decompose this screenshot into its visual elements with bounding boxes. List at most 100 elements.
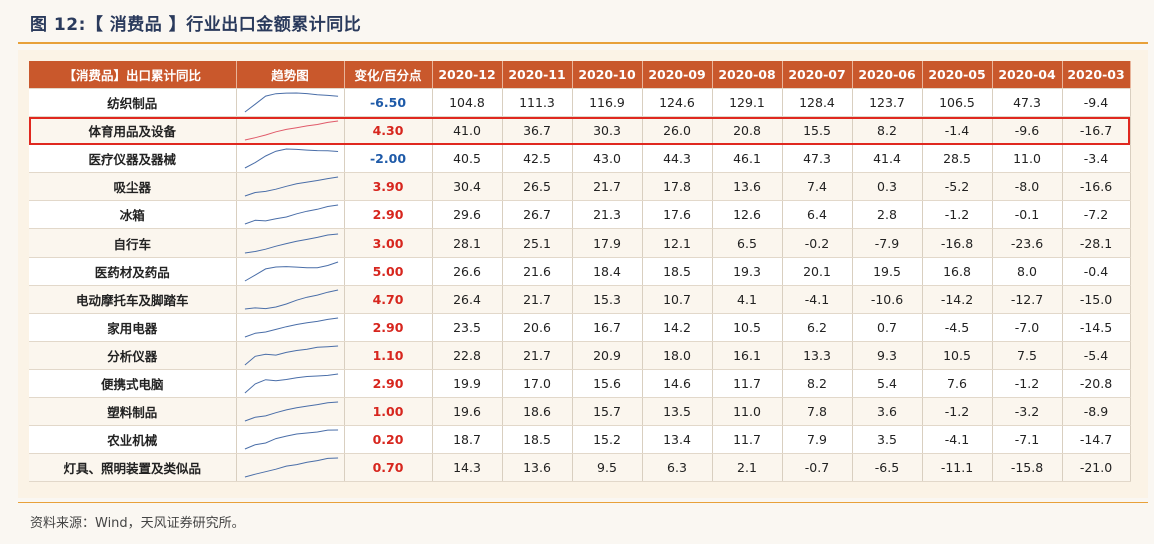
row-month-value: 16.8 (922, 257, 993, 286)
row-month-value: -9.4 (1062, 88, 1131, 118)
row-category-name: 自行车 (29, 228, 237, 258)
row-month-value: -28.1 (1062, 228, 1131, 258)
row-month-value: 11.7 (712, 369, 783, 399)
row-category-name: 便携式电脑 (29, 369, 237, 399)
row-change-value: -6.50 (344, 88, 433, 118)
sparkline-line (244, 92, 338, 113)
sparkline-line (244, 148, 338, 169)
row-month-value: 9.5 (572, 453, 643, 483)
row-month-value: 15.2 (572, 425, 643, 455)
row-month-value: -4.1 (782, 285, 853, 314)
table-row: 医疗仪器及器械 -2.00 40.5 42.5 43.0 44.3 46.1 47.3 41.4… (29, 144, 1131, 174)
row-month-value: 2.8 (852, 200, 923, 230)
row-month-value: -23.6 (992, 228, 1063, 258)
row-month-value: 8.2 (782, 369, 853, 399)
row-trend-sparkline (236, 257, 345, 286)
row-month-value: 20.9 (572, 341, 643, 370)
table-row: 自行车 3.00 28.1 25.1 17.9 12.1 6.5 -0.2 -7.9 -16.8-… (29, 228, 1131, 258)
row-month-value: 20.8 (712, 116, 783, 146)
table-row: 灯具、照明装置及类似品 0.70 14.3 13.6 9.5 6.3 2.1 -0.7 -6.5… (29, 453, 1131, 483)
row-month-value: 7.9 (782, 425, 853, 455)
row-month-value: 106.5 (922, 88, 993, 118)
table-row: 分析仪器 1.10 22.8 21.7 20.9 18.0 16.1 13.3 9.3 10.5 7… (29, 341, 1131, 370)
row-change-value: 3.90 (344, 172, 433, 202)
row-month-value: 17.9 (572, 228, 643, 258)
row-trend-sparkline (236, 453, 345, 483)
row-month-value: 13.6 (712, 172, 783, 202)
header-month: 2020-11 (502, 61, 573, 89)
row-month-value: 10.7 (642, 285, 713, 314)
row-month-value: 41.4 (852, 144, 923, 174)
row-month-value: 40.5 (432, 144, 503, 174)
row-month-value: 2.1 (712, 453, 783, 483)
table-row: 便携式电脑 2.90 19.9 17.0 15.6 14.6 11.7 8.2 5.4 7.6 -1… (29, 369, 1131, 399)
row-month-value: 30.4 (432, 172, 503, 202)
row-month-value: 47.3 (782, 144, 853, 174)
row-change-value: 2.90 (344, 369, 433, 399)
row-month-value: 22.8 (432, 341, 503, 370)
row-month-value: -15.8 (992, 453, 1063, 483)
sparkline-line (244, 204, 338, 225)
row-month-value: 28.1 (432, 228, 503, 258)
row-month-value: -1.2 (922, 397, 993, 427)
row-month-value: -7.1 (992, 425, 1063, 455)
row-category-name: 灯具、照明装置及类似品 (29, 453, 237, 483)
row-month-value: 21.7 (502, 285, 573, 314)
row-month-value: 13.5 (642, 397, 713, 427)
row-month-value: 7.8 (782, 397, 853, 427)
row-month-value: 41.0 (432, 116, 503, 146)
row-change-value: -2.00 (344, 144, 433, 174)
row-month-value: 18.5 (502, 425, 573, 455)
row-month-value: 15.3 (572, 285, 643, 314)
row-category-name: 吸尘器 (29, 172, 237, 202)
header-month: 2020-05 (922, 61, 993, 89)
row-month-value: 11.7 (712, 425, 783, 455)
row-trend-sparkline (236, 425, 345, 455)
row-month-value: -6.5 (852, 453, 923, 483)
row-change-value: 4.30 (344, 116, 433, 146)
row-month-value: 13.4 (642, 425, 713, 455)
row-month-value: 6.5 (712, 228, 783, 258)
row-month-value: 0.3 (852, 172, 923, 202)
row-month-value: -16.7 (1062, 116, 1131, 146)
row-month-value: -11.1 (922, 453, 993, 483)
row-month-value: 6.2 (782, 313, 853, 342)
row-month-value: 36.7 (502, 116, 573, 146)
sparkline-line (244, 429, 338, 450)
row-month-value: 18.0 (642, 341, 713, 370)
row-month-value: 18.5 (642, 257, 713, 286)
row-trend-sparkline (236, 397, 345, 427)
row-month-value: -15.0 (1062, 285, 1131, 314)
row-trend-sparkline (236, 200, 345, 230)
sparkline-line (244, 176, 338, 197)
row-month-value: 7.6 (922, 369, 993, 399)
row-month-value: 7.5 (992, 341, 1063, 370)
row-month-value: 14.6 (642, 369, 713, 399)
row-month-value: 4.1 (712, 285, 783, 314)
row-month-value: -16.8 (922, 228, 993, 258)
row-month-value: 42.5 (502, 144, 573, 174)
sparkline-line (244, 373, 338, 394)
row-month-value: -16.6 (1062, 172, 1131, 202)
row-month-value: 13.3 (782, 341, 853, 370)
row-category-name: 电动摩托车及脚踏车 (29, 285, 237, 314)
table-row: 纺织制品 -6.50 104.8 111.3 116.9 124.6 129.1 128.4 1… (29, 88, 1131, 118)
row-month-value: 19.5 (852, 257, 923, 286)
row-change-value: 2.90 (344, 313, 433, 342)
row-month-value: -0.1 (992, 200, 1063, 230)
row-change-value: 0.70 (344, 453, 433, 483)
row-month-value: -7.0 (992, 313, 1063, 342)
row-month-value: 19.3 (712, 257, 783, 286)
row-trend-sparkline (236, 285, 345, 314)
row-month-value: -5.2 (922, 172, 993, 202)
table-body: 纺织制品 -6.50 104.8 111.3 116.9 124.6 129.1 128.4 1… (29, 88, 1131, 483)
row-month-value: -4.5 (922, 313, 993, 342)
header-month: 2020-07 (782, 61, 853, 89)
row-month-value: 23.5 (432, 313, 503, 342)
row-change-value: 0.20 (344, 425, 433, 455)
row-month-value: 15.7 (572, 397, 643, 427)
row-month-value: 26.6 (432, 257, 503, 286)
row-category-name: 塑料制品 (29, 397, 237, 427)
row-month-value: 13.6 (502, 453, 573, 483)
row-month-value: 5.4 (852, 369, 923, 399)
